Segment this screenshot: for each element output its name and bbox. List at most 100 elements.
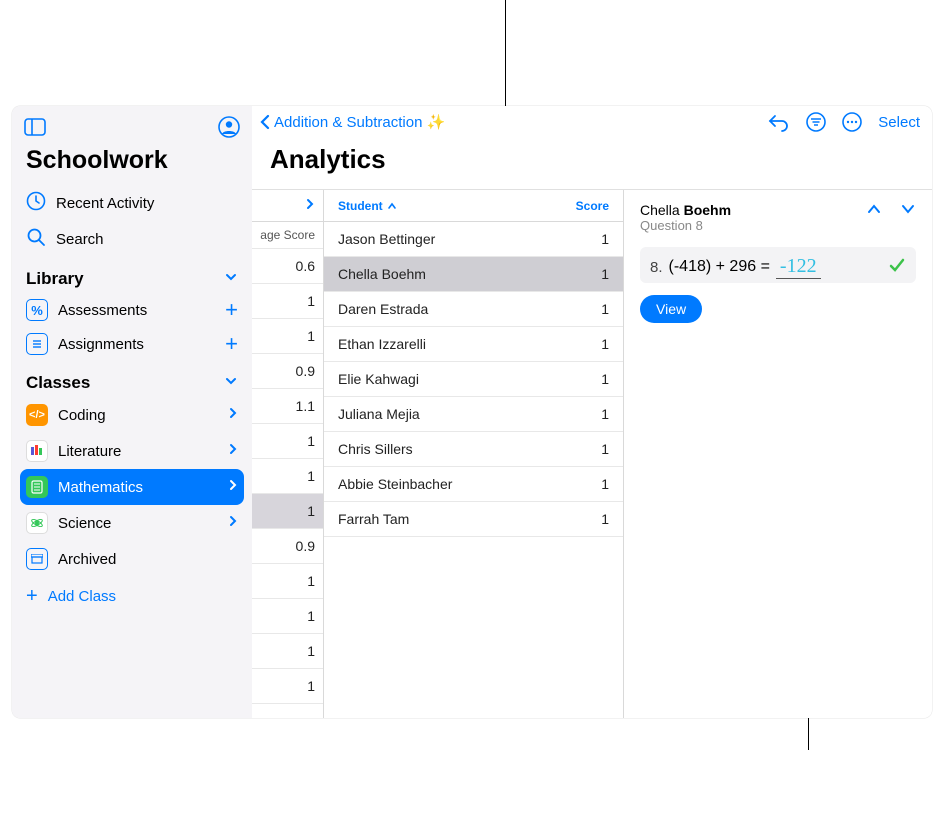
topbar: Addition & Subtraction ✨ Select	[252, 106, 932, 134]
col1-subheader: age Score	[252, 222, 323, 249]
add-assignment-icon[interactable]: +	[225, 333, 238, 355]
library-assignments[interactable]: Assignments +	[12, 327, 252, 361]
chevron-down-icon	[224, 269, 238, 289]
student-name: Abbie Steinbacher	[338, 476, 452, 492]
add-assessment-icon[interactable]: +	[225, 299, 238, 321]
app-window: Schoolwork Recent Activity Search Librar…	[12, 106, 932, 718]
search-icon	[26, 227, 46, 251]
student-row[interactable]: Juliana Mejia 1	[324, 397, 623, 432]
answer-box: 8. (-418) + 296 = -122	[640, 247, 916, 283]
archive-icon	[26, 548, 48, 570]
app-title: Schoolwork	[12, 146, 252, 185]
question-number: 8.	[650, 259, 663, 276]
plus-icon: +	[26, 585, 38, 608]
student-row[interactable]: Jason Bettinger 1	[324, 222, 623, 257]
undo-icon[interactable]	[768, 112, 790, 132]
class-coding-icon: </>	[26, 404, 48, 426]
filter-icon[interactable]	[806, 112, 826, 132]
student-name: Juliana Mejia	[338, 406, 420, 422]
content-area: Addition & Subtraction ✨ Select Analytic…	[252, 106, 932, 718]
student-score: 1	[601, 231, 609, 247]
student-score: 1	[601, 301, 609, 317]
avg-score-row[interactable]: 0.9	[252, 529, 323, 564]
avg-score-row[interactable]: 1	[252, 284, 323, 319]
class-science-icon	[26, 512, 48, 534]
student-row[interactable]: Elie Kahwagi1	[324, 362, 623, 397]
clock-icon	[26, 191, 46, 215]
more-icon[interactable]	[842, 112, 862, 132]
detail-question-label: Question 8	[640, 218, 731, 233]
select-button[interactable]: Select	[878, 114, 920, 131]
avg-score-row[interactable]: 1	[252, 459, 323, 494]
avg-score-row[interactable]: 1	[252, 424, 323, 459]
nav-search[interactable]: Search	[12, 221, 252, 257]
student-row[interactable]: Chella Boehm 1	[324, 257, 623, 292]
avg-score-row[interactable]: 1	[252, 599, 323, 634]
class-science[interactable]: Science	[20, 505, 244, 541]
library-assessments[interactable]: % Assessments +	[12, 293, 252, 327]
avg-score-row[interactable]: 0.6	[252, 249, 323, 284]
classes-header[interactable]: Classes	[12, 361, 252, 397]
class-literature-icon	[26, 440, 48, 462]
student-row[interactable]: Abbie Steinbacher 1	[324, 467, 623, 502]
students-column: Student Score Jason Bettinger1Chella Boe…	[324, 190, 624, 718]
class-archived[interactable]: Archived	[20, 541, 244, 577]
check-icon	[888, 256, 906, 278]
percent-icon: %	[26, 299, 48, 321]
student-name: Ethan Izzarelli	[338, 336, 426, 352]
student-score: 1	[601, 406, 609, 422]
avg-score-row[interactable]: 1	[252, 634, 323, 669]
list-icon	[26, 333, 48, 355]
library-header[interactable]: Library	[12, 257, 252, 293]
student-score: 1	[601, 441, 609, 457]
class-coding[interactable]: </> Coding	[20, 397, 244, 433]
back-button[interactable]: Addition & Subtraction ✨	[258, 112, 445, 132]
chevron-right-icon	[228, 478, 238, 496]
page-title: Analytics	[252, 134, 932, 189]
chevron-right-icon	[228, 442, 238, 460]
sort-up-icon	[387, 201, 397, 211]
chevron-right-icon	[228, 406, 238, 424]
sort-student[interactable]: Student	[338, 199, 397, 213]
avg-score-row[interactable]: 1	[252, 319, 323, 354]
view-button[interactable]: View	[640, 295, 702, 323]
student-score: 1	[601, 266, 609, 282]
chevron-right-icon	[228, 514, 238, 532]
avg-score-row[interactable]: 0.9	[252, 354, 323, 389]
student-name: Jason Bettinger	[338, 231, 435, 247]
nav-label: Recent Activity	[56, 195, 154, 212]
question-equation: (-418) + 296 =	[669, 258, 770, 276]
add-class-button[interactable]: + Add Class	[12, 577, 252, 616]
student-row[interactable]: Daren Estrada 1	[324, 292, 623, 327]
sidebar-toggle-icon[interactable]	[24, 118, 46, 136]
class-mathematics-icon	[26, 476, 48, 498]
class-mathematics[interactable]: Mathematics	[20, 469, 244, 505]
class-literature[interactable]: Literature	[20, 433, 244, 469]
student-name: Daren Estrada	[338, 301, 428, 317]
avg-score-row[interactable]: 1	[252, 669, 323, 704]
next-question-icon[interactable]	[900, 202, 916, 216]
columns: age Score 0.6110.91.11110.91111 Student …	[252, 189, 932, 718]
student-score: 1	[601, 476, 609, 492]
avg-score-row[interactable]: 1.1	[252, 389, 323, 424]
prev-question-icon[interactable]	[866, 202, 882, 216]
detail-panel: Chella Boehm Question 8 8. (-418) + 296 …	[624, 190, 932, 718]
col1-header[interactable]	[252, 190, 323, 222]
chevron-right-icon	[305, 197, 315, 214]
nav-recent-activity[interactable]: Recent Activity	[12, 185, 252, 221]
sort-score[interactable]: Score	[576, 199, 609, 213]
chevron-left-icon	[258, 112, 272, 132]
students-header: Student Score	[324, 190, 623, 222]
student-name: Chris Sillers	[338, 441, 413, 457]
student-row[interactable]: Chris Sillers 1	[324, 432, 623, 467]
avg-score-row[interactable]: 1	[252, 494, 323, 529]
student-row[interactable]: Farrah Tam1	[324, 502, 623, 537]
student-score: 1	[601, 371, 609, 387]
detail-student-name: Chella Boehm	[640, 202, 731, 218]
student-answer: -122	[776, 255, 821, 279]
average-score-column: age Score 0.6110.91.11110.91111	[252, 190, 324, 718]
account-icon[interactable]	[218, 116, 240, 138]
student-name: Chella Boehm	[338, 266, 426, 282]
student-row[interactable]: Ethan Izzarelli1	[324, 327, 623, 362]
avg-score-row[interactable]: 1	[252, 564, 323, 599]
